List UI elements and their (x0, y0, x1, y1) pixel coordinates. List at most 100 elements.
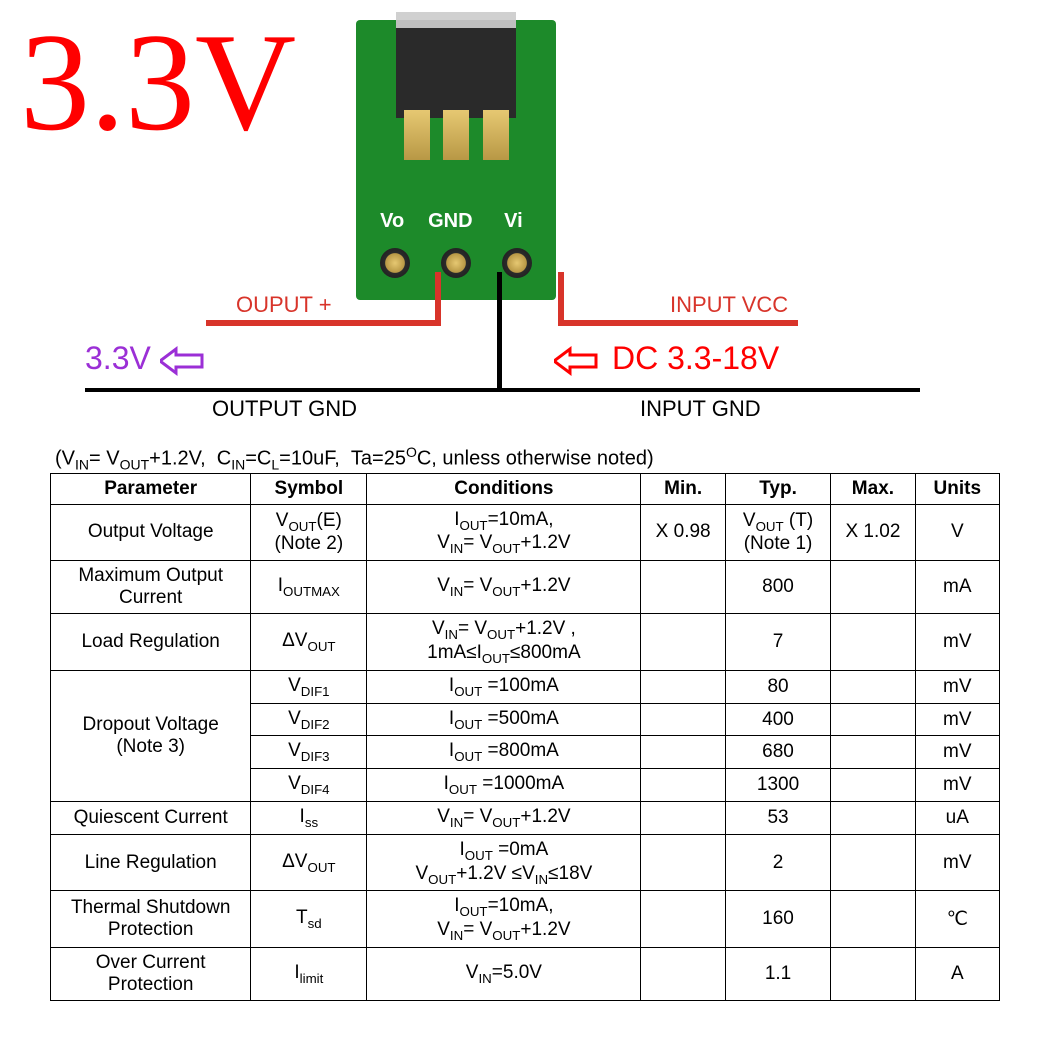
label-output-gnd: OUTPUT GND (212, 396, 357, 422)
pcb-board: Vo GND Vi (356, 20, 556, 300)
cell-min (641, 948, 725, 1001)
cell-symbol: Tsd (251, 891, 367, 948)
cell-cond: IOUT =0mAVOUT+1.2V ≤VIN≤18V (367, 834, 641, 891)
cell-units: mA (915, 561, 999, 614)
wire-gnd-h (85, 388, 920, 392)
cell-typ: 680 (725, 736, 830, 769)
pcb-diagram: Vo GND Vi (316, 20, 596, 300)
label-input-gnd: INPUT GND (640, 396, 761, 422)
table-row: Output Voltage VOUT(E)(Note 2) IOUT=10mA… (51, 504, 1000, 561)
cell-symbol: Iss (251, 802, 367, 835)
cell-typ: 2 (725, 834, 830, 891)
pcb-hole-vi (502, 248, 532, 278)
th-units: Units (915, 473, 999, 504)
cell-cond: IOUT=10mA,VIN= VOUT+1.2V (367, 891, 641, 948)
cell-typ: VOUT (T)(Note 1) (725, 504, 830, 561)
table-row: Quiescent Current Iss VIN= VOUT+1.2V 53u… (51, 802, 1000, 835)
th-max: Max. (831, 473, 915, 504)
cell-max (831, 736, 915, 769)
cell-max (831, 802, 915, 835)
wire-input-h (558, 320, 798, 326)
spec-table: Parameter Symbol Conditions Min. Typ. Ma… (50, 473, 1000, 1001)
hero-voltage: 3.3V (0, 20, 296, 146)
cell-symbol: VDIF3 (251, 736, 367, 769)
cell-typ: 160 (725, 891, 830, 948)
cell-max (831, 614, 915, 671)
chip-pin-3 (483, 110, 509, 160)
cell-typ: 1300 (725, 769, 830, 802)
th-symbol: Symbol (251, 473, 367, 504)
th-typ: Typ. (725, 473, 830, 504)
arrow-output-icon (160, 346, 210, 381)
chip-pin-1 (404, 110, 430, 160)
arrow-input-icon (554, 346, 604, 381)
cell-units: V (915, 504, 999, 561)
cell-max: X 1.02 (831, 504, 915, 561)
cell-symbol: Ilimit (251, 948, 367, 1001)
pcb-label-vi: Vi (504, 210, 523, 233)
cell-max (831, 891, 915, 948)
cell-param: Over CurrentProtection (51, 948, 251, 1001)
cell-max (831, 769, 915, 802)
label-output-voltage: 3.3V (85, 340, 151, 377)
th-min: Min. (641, 473, 725, 504)
cell-units: mV (915, 703, 999, 736)
cell-cond: VIN=5.0V (367, 948, 641, 1001)
table-row: Line Regulation ΔVOUT IOUT =0mAVOUT+1.2V… (51, 834, 1000, 891)
table-row: Thermal ShutdownProtection Tsd IOUT=10mA… (51, 891, 1000, 948)
cell-symbol: VDIF2 (251, 703, 367, 736)
cell-symbol: VDIF4 (251, 769, 367, 802)
cell-cond: IOUT=10mA,VIN= VOUT+1.2V (367, 504, 641, 561)
cell-cond: IOUT =100mA (367, 670, 641, 703)
table-row: Maximum OutputCurrent IOUTMAX VIN= VOUT+… (51, 561, 1000, 614)
cell-param: Line Regulation (51, 834, 251, 891)
cell-symbol: ΔVOUT (251, 834, 367, 891)
cell-param: Thermal ShutdownProtection (51, 891, 251, 948)
cell-cond: VIN= VOUT+1.2V (367, 802, 641, 835)
cell-max (831, 561, 915, 614)
cell-cond: IOUT =500mA (367, 703, 641, 736)
wire-input-v (558, 272, 564, 320)
cell-symbol: ΔVOUT (251, 614, 367, 671)
cell-max (831, 834, 915, 891)
cell-units: mV (915, 670, 999, 703)
cell-max (831, 670, 915, 703)
chip-pin-2 (443, 110, 469, 160)
wire-output-h (206, 320, 441, 326)
table-row: Over CurrentProtection Ilimit VIN=5.0V 1… (51, 948, 1000, 1001)
cell-symbol: IOUTMAX (251, 561, 367, 614)
cell-param: Dropout Voltage(Note 3) (51, 670, 251, 801)
cell-typ: 400 (725, 703, 830, 736)
cell-typ: 800 (725, 561, 830, 614)
wire-output-v (435, 272, 441, 320)
pcb-label-vo: Vo (380, 210, 404, 233)
cell-units: mV (915, 614, 999, 671)
cell-cond: IOUT =1000mA (367, 769, 641, 802)
table-row: Load Regulation ΔVOUT VIN= VOUT+1.2V ,1m… (51, 614, 1000, 671)
wire-gnd-v (497, 272, 502, 390)
table-header-row: Parameter Symbol Conditions Min. Typ. Ma… (51, 473, 1000, 504)
cell-units: uA (915, 802, 999, 835)
cell-units: mV (915, 834, 999, 891)
cell-typ: 7 (725, 614, 830, 671)
cell-min (641, 670, 725, 703)
cell-param: Maximum OutputCurrent (51, 561, 251, 614)
cell-max (831, 948, 915, 1001)
pcb-label-gnd: GND (428, 210, 472, 233)
cell-param: Quiescent Current (51, 802, 251, 835)
table-row: Dropout Voltage(Note 3) VDIF1 IOUT =100m… (51, 670, 1000, 703)
cell-min (641, 802, 725, 835)
cell-min (641, 703, 725, 736)
label-output-plus: OUPUT + (236, 292, 332, 318)
cell-typ: 1.1 (725, 948, 830, 1001)
cell-min (641, 769, 725, 802)
cell-cond: IOUT =800mA (367, 736, 641, 769)
cell-min (641, 834, 725, 891)
cell-units: mV (915, 736, 999, 769)
cell-symbol: VDIF1 (251, 670, 367, 703)
cell-symbol: VOUT(E)(Note 2) (251, 504, 367, 561)
th-parameter: Parameter (51, 473, 251, 504)
cell-min (641, 561, 725, 614)
th-conditions: Conditions (367, 473, 641, 504)
cell-param: Load Regulation (51, 614, 251, 671)
